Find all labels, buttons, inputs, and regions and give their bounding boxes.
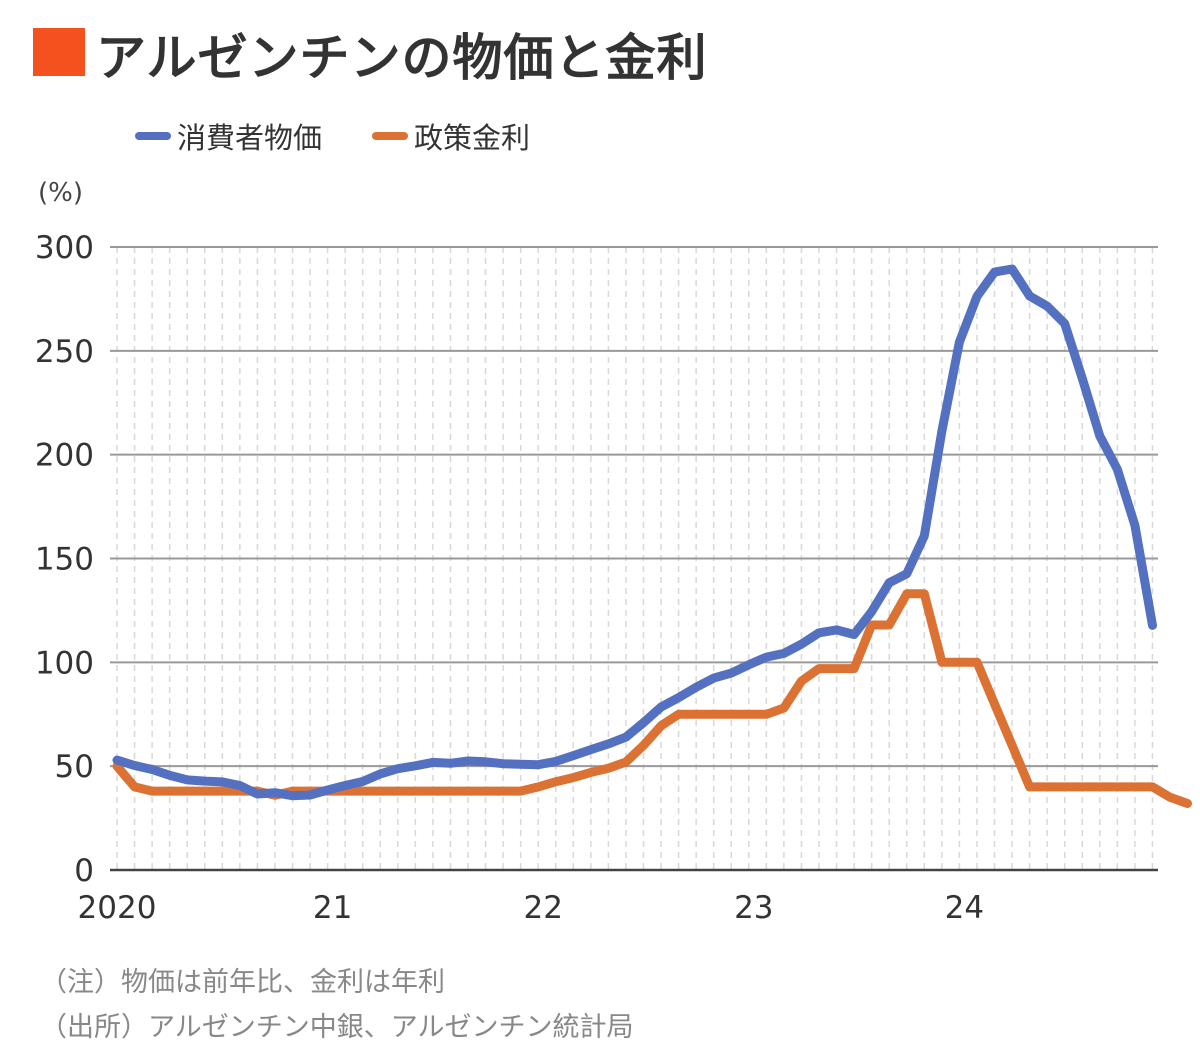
x-tick-label: 23 bbox=[734, 890, 773, 926]
x-tick-label: 2020 bbox=[78, 890, 157, 926]
y-tick-label: 150 bbox=[35, 542, 94, 578]
legend-label-cpi: 消費者物価 bbox=[177, 121, 323, 155]
y-axis-unit: (%) bbox=[38, 178, 83, 208]
y-tick-label: 0 bbox=[74, 853, 94, 889]
y-tick-label: 300 bbox=[35, 230, 94, 266]
series-line-rate bbox=[112, 589, 1192, 808]
legend-swatch-cpi bbox=[135, 132, 171, 140]
x-tick-label: 22 bbox=[523, 890, 562, 926]
y-tick-label: 100 bbox=[35, 645, 94, 681]
y-tick-label: 200 bbox=[35, 438, 94, 474]
source: （出所）アルゼンチン中銀、アルゼンチン統計局 bbox=[40, 1012, 634, 1043]
note: （注）物価は前年比、金利は年利 bbox=[40, 967, 445, 998]
legend-item-cpi: 消費者物価 bbox=[135, 115, 322, 157]
legend-swatch-rate bbox=[372, 132, 408, 140]
y-tick-label: 50 bbox=[55, 749, 94, 785]
title-square-icon bbox=[33, 28, 85, 76]
legend-item-rate: 政策金利 bbox=[372, 115, 530, 157]
x-tick-label: 21 bbox=[313, 890, 352, 926]
series-line-cpi bbox=[112, 264, 1157, 801]
x-tick-label: 24 bbox=[945, 890, 984, 926]
legend-label-rate: 政策金利 bbox=[414, 121, 531, 155]
y-tick-label: 250 bbox=[35, 334, 94, 370]
chart-title: アルゼンチンの物価と金利 bbox=[96, 29, 708, 87]
